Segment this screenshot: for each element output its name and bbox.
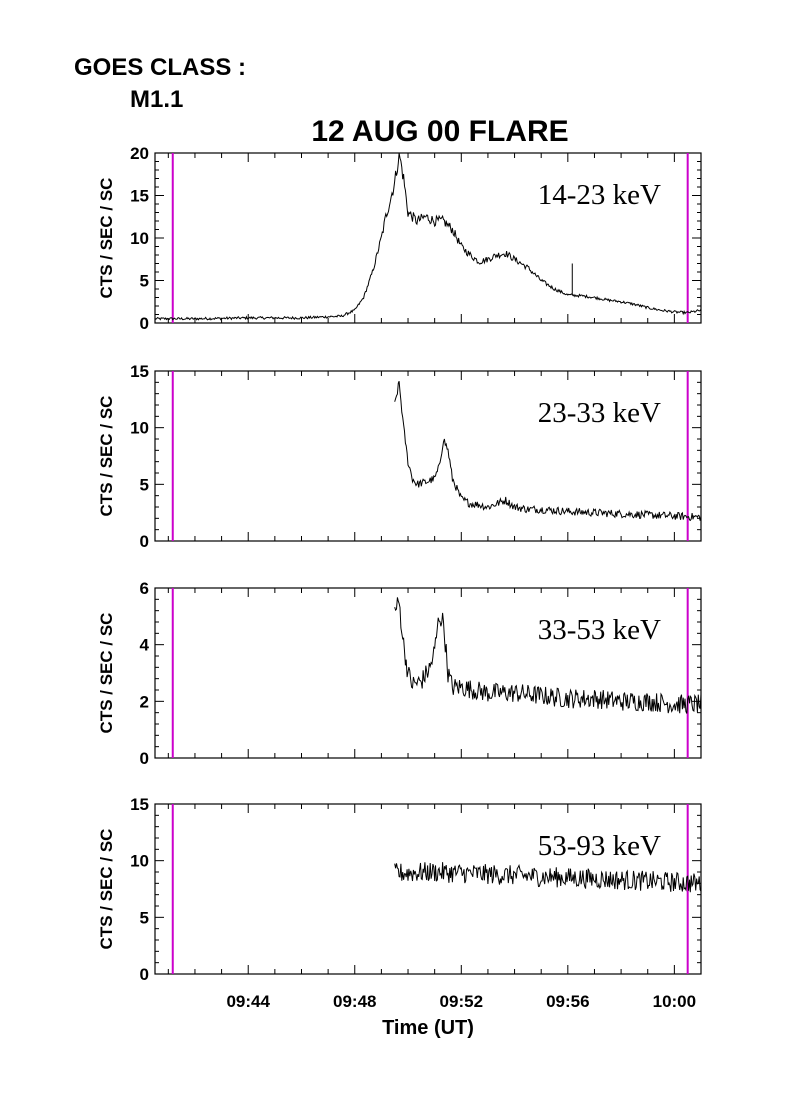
panel-2: 0 5 10 15 23-33 keV CTS / SEC / SC bbox=[97, 362, 702, 551]
series-line bbox=[394, 862, 702, 893]
y-tick-label: 10 bbox=[130, 419, 149, 438]
y-tick-label: 10 bbox=[130, 852, 149, 871]
y-tick-label: 6 bbox=[140, 579, 149, 598]
panel-1: 0 5 10 15 20 14-23 keV CTS / SEC / SC bbox=[97, 144, 702, 333]
y-tick-label: 0 bbox=[140, 314, 149, 333]
panel-frame bbox=[154, 587, 702, 759]
y-tick-label: 0 bbox=[140, 749, 149, 768]
panel-4: 0 5 10 15 53-93 keV CTS / SEC / SC bbox=[97, 795, 702, 984]
x-axis-label: Time (UT) bbox=[382, 1017, 474, 1039]
panel-frame bbox=[154, 803, 702, 975]
energy-band-label: 14-23 keV bbox=[538, 179, 661, 211]
y-axis-label: CTS / SEC / SC bbox=[97, 613, 116, 734]
y-tick-label: 5 bbox=[140, 272, 149, 291]
y-tick-label: 20 bbox=[130, 144, 149, 163]
goes-class-label: GOES CLASS : M1.1 bbox=[74, 52, 246, 116]
x-tick-label: 09:52 bbox=[440, 992, 483, 1011]
y-tick-label: 10 bbox=[130, 229, 149, 248]
y-tick-label: 5 bbox=[140, 908, 149, 927]
y-tick-label: 0 bbox=[140, 532, 149, 551]
y-axis-label: CTS / SEC / SC bbox=[97, 396, 116, 517]
y-axis-label: CTS / SEC / SC bbox=[97, 829, 116, 950]
energy-band-label: 23-33 keV bbox=[538, 397, 661, 429]
y-tick-label: 15 bbox=[130, 795, 149, 814]
y-tick-label: 4 bbox=[140, 636, 150, 655]
y-tick-label: 0 bbox=[140, 965, 149, 984]
goes-class-heading: GOES CLASS : bbox=[74, 54, 247, 81]
panel-3: 0 2 4 6 33-53 keV CTS / SEC / SC bbox=[97, 579, 702, 768]
y-axis-label: CTS / SEC / SC bbox=[97, 178, 116, 299]
y-tick-label: 15 bbox=[130, 187, 149, 206]
panel-frame bbox=[154, 370, 702, 542]
y-tick-label: 5 bbox=[140, 475, 149, 494]
series-line bbox=[154, 152, 702, 321]
goes-class-value: M1.1 bbox=[130, 86, 184, 113]
x-tick-label: 09:48 bbox=[333, 992, 376, 1011]
x-tick-label: 09:56 bbox=[546, 992, 589, 1011]
x-tick-label: 10:00 bbox=[653, 992, 696, 1011]
chart-title: 12 AUG 00 FLARE bbox=[311, 115, 568, 148]
y-tick-label: 2 bbox=[140, 692, 149, 711]
energy-band-label: 53-93 keV bbox=[538, 830, 661, 862]
series-line bbox=[394, 597, 702, 714]
y-tick-label: 15 bbox=[130, 362, 149, 381]
energy-band-label: 33-53 keV bbox=[538, 614, 661, 646]
series-line bbox=[394, 381, 702, 522]
x-tick-label: 09:44 bbox=[226, 992, 270, 1011]
